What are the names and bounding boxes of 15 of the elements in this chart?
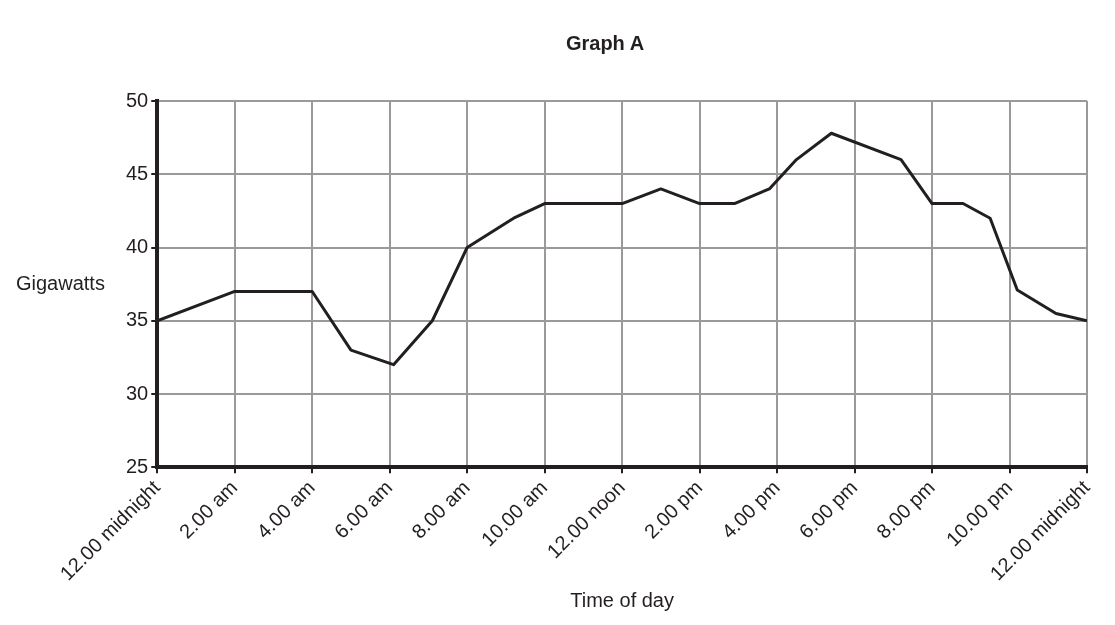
x-axis-title: Time of day xyxy=(570,588,674,611)
x-tick-label: 4.00 pm xyxy=(717,475,784,543)
x-tick-label: 6.00 am xyxy=(329,475,397,543)
y-tick-label: 25 xyxy=(126,454,149,477)
x-tick-label: 6.00 pm xyxy=(794,475,862,543)
x-tick-label: 8.00 am xyxy=(407,475,474,543)
y-tick-label: 50 xyxy=(126,88,149,111)
x-tick-label: 8.00 pm xyxy=(872,475,939,543)
y-tick-label: 45 xyxy=(126,161,149,184)
chart-title: Graph A xyxy=(565,31,645,54)
y-tick-label: 40 xyxy=(126,235,149,258)
y-tick-label: 35 xyxy=(126,308,149,331)
y-axis-title: Gigawatts xyxy=(16,271,105,294)
x-tick-label: 4.00 am xyxy=(252,475,319,543)
y-tick-label: 30 xyxy=(126,381,149,404)
